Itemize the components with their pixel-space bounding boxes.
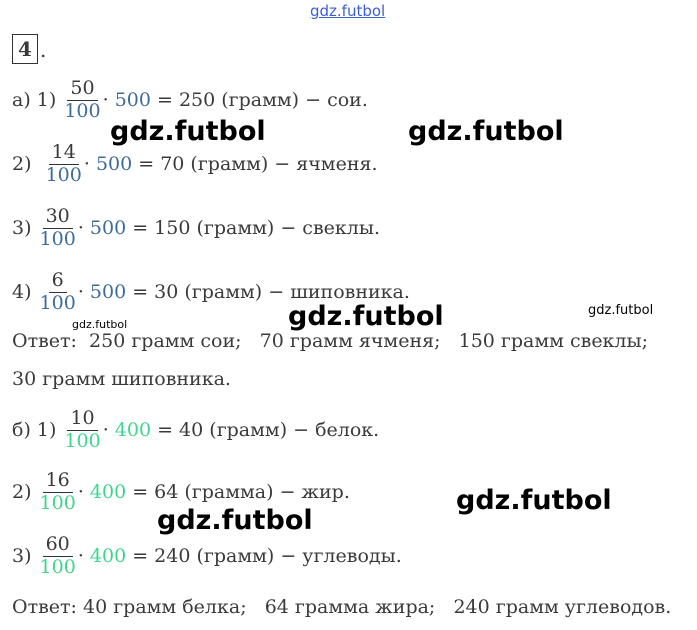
fraction: 14 100 <box>45 141 82 187</box>
solution-line-a1: а) 1) 50 100 · 500 = 250 (грамм) − сои. <box>12 77 368 123</box>
denominator: 100 <box>39 291 76 314</box>
result-text: = 150 (грамм) − свеклы. <box>126 217 380 240</box>
numerator: 30 <box>42 205 73 229</box>
result-text: = 30 (грамм) − шиповника. <box>126 281 410 304</box>
answer-a-line2: 30 грамм шиповника. <box>12 368 231 390</box>
multiplier: 500 <box>89 217 127 240</box>
fraction: 6 100 <box>39 269 76 315</box>
multiply-dot: · <box>102 89 115 112</box>
line-prefix: б) 1) <box>12 419 63 442</box>
line-prefix: 3) <box>12 217 38 240</box>
result-text: = 64 (грамма) − жир. <box>126 481 350 504</box>
multiplier: 400 <box>89 481 127 504</box>
multiply-dot: · <box>77 281 90 304</box>
line-prefix: 2) <box>12 481 38 504</box>
fraction: 10 100 <box>64 407 101 453</box>
task-number-dot: . <box>40 38 47 62</box>
numerator: 60 <box>42 533 73 557</box>
denominator: 100 <box>64 429 101 452</box>
multiply-dot: · <box>77 217 90 240</box>
numerator: 6 <box>48 269 67 293</box>
solution-line-a4: 4) 6 100 · 500 = 30 (грамм) − шиповника. <box>12 269 410 315</box>
multiplier: 500 <box>95 153 133 176</box>
watermark: gdz.futbol <box>72 318 128 331</box>
answer-b: Ответ: 40 грамм белка; 64 грамма жира; 2… <box>12 596 672 618</box>
multiply-dot: · <box>77 481 90 504</box>
solution-line-b1: б) 1) 10 100 · 400 = 40 (грамм) − белок. <box>12 407 380 453</box>
answer-a-line1: Ответ: 250 грамм сои; 70 грамм ячменя; 1… <box>12 330 649 352</box>
solution-line-b2: 2) 16 100 · 400 = 64 (грамма) − жир. <box>12 469 350 515</box>
denominator: 100 <box>45 163 82 186</box>
watermark: gdz.futbol <box>588 303 654 318</box>
task-number-text: 4 <box>18 37 32 61</box>
denominator: 100 <box>39 227 76 250</box>
multiplier: 400 <box>89 545 127 568</box>
line-prefix: 2) <box>12 153 44 176</box>
result-text: = 40 (грамм) − белок. <box>151 419 380 442</box>
numerator: 10 <box>67 407 98 431</box>
line-prefix: 4) <box>12 281 38 304</box>
numerator: 14 <box>48 141 79 165</box>
line-prefix: а) 1) <box>12 89 63 112</box>
multiplier: 400 <box>114 419 152 442</box>
watermark: gdz.futbol <box>408 116 564 147</box>
multiplier: 500 <box>89 281 127 304</box>
denominator: 100 <box>39 555 76 578</box>
watermark: gdz.futbol <box>288 301 444 332</box>
result-text: = 70 (грамм) − ячменя. <box>132 153 378 176</box>
denominator: 100 <box>39 491 76 514</box>
fraction: 16 100 <box>39 469 76 515</box>
solution-line-b3: 3) 60 100 · 400 = 240 (грамм) − углеводы. <box>12 533 402 579</box>
solution-line-a2: 2) 14 100 · 500 = 70 (грамм) − ячменя. <box>12 141 378 187</box>
fraction: 60 100 <box>39 533 76 579</box>
line-prefix: 3) <box>12 545 38 568</box>
numerator: 50 <box>67 77 98 101</box>
fraction: 30 100 <box>39 205 76 251</box>
solution-line-a3: 3) 30 100 · 500 = 150 (грамм) − свеклы. <box>12 205 380 251</box>
task-number: 4 <box>12 34 38 64</box>
result-text: = 240 (грамм) − углеводы. <box>126 545 402 568</box>
fraction: 50 100 <box>64 77 101 123</box>
watermark: gdz.futbol <box>110 116 266 147</box>
watermark: gdz.futbol <box>456 485 612 516</box>
result-text: = 250 (грамм) − сои. <box>150 89 368 112</box>
multiply-dot: · <box>102 419 115 442</box>
watermark: gdz.futbol <box>157 505 313 536</box>
numerator: 16 <box>42 469 73 493</box>
multiplier: 500 <box>114 89 151 112</box>
multiply-dot: · <box>83 153 96 176</box>
header-watermark-link[interactable]: gdz.futbol <box>310 2 386 20</box>
multiply-dot: · <box>77 545 90 568</box>
denominator: 100 <box>64 99 101 122</box>
